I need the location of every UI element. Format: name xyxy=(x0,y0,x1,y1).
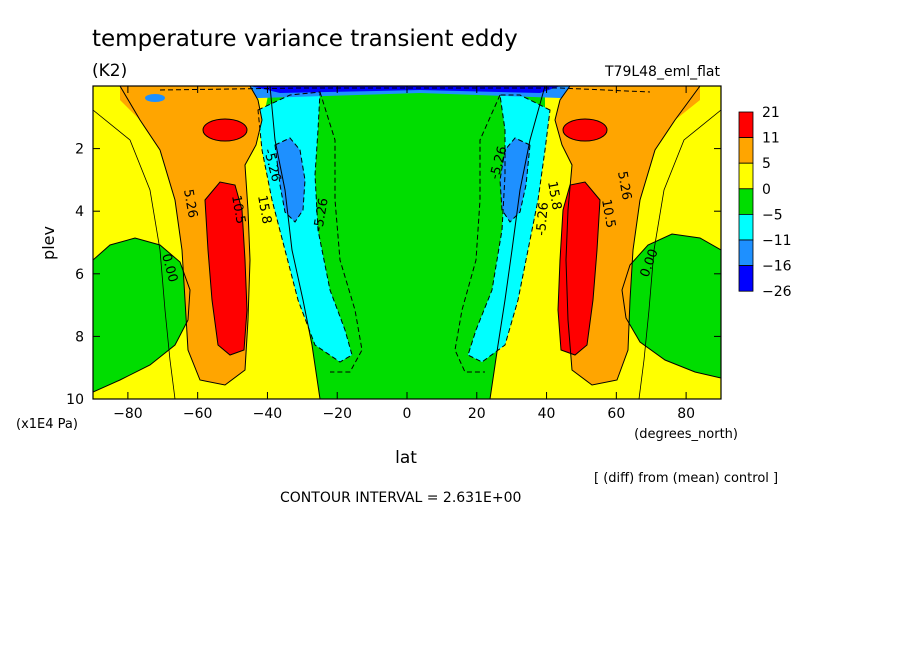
colorbar-swatch xyxy=(738,188,754,215)
contour-label: 15.8 xyxy=(254,194,274,225)
y-tick-label: 2 xyxy=(75,142,84,158)
contour-field: 5.26 10.5 15.8 0.00 -5.26 -5.26 5.26 10.… xyxy=(93,86,721,399)
contour-label: -5.26 xyxy=(311,197,332,233)
y-axis-units: (x1E4 Pa) xyxy=(16,417,78,432)
x-tick-label: −80 xyxy=(113,406,143,422)
y-tick-label: 6 xyxy=(75,267,84,283)
contour-interval: CONTOUR INTERVAL = 2.631E+00 xyxy=(280,490,521,506)
y-tick-label: 4 xyxy=(75,204,84,220)
contour-label: 15.8 xyxy=(544,180,564,211)
x-axis-label: lat xyxy=(395,448,417,468)
contour-label: -5.26 xyxy=(534,202,552,237)
x-tick-label: 0 xyxy=(403,406,412,422)
contour-label: 5.26 xyxy=(180,188,200,219)
chart-units: (K2) xyxy=(92,61,127,81)
contour-label: 5.26 xyxy=(614,170,634,201)
y-tick-label: 10 xyxy=(66,392,84,408)
colorbar-label: 5 xyxy=(762,156,771,172)
colorbar-label: −26 xyxy=(762,284,792,300)
x-tick-label: −20 xyxy=(322,406,352,422)
run-label: T79L48_eml_flat xyxy=(604,64,721,80)
contour-label: 0.00 xyxy=(158,252,180,284)
chart-title: temperature variance transient eddy xyxy=(92,26,518,52)
y-axis: 2 4 6 8 10 xyxy=(66,142,721,408)
contour-label: 10.5 xyxy=(598,198,618,229)
x-tick-label: 20 xyxy=(468,406,486,422)
y-tick-label: 8 xyxy=(75,329,84,345)
x-axis: −80 −60 −40 −20 0 20 40 60 80 xyxy=(113,86,695,422)
x-tick-label: −40 xyxy=(253,406,283,422)
x-tick-label: 40 xyxy=(538,406,556,422)
colorbar-swatch xyxy=(738,137,754,164)
colorbar-swatch xyxy=(738,111,754,139)
colorbar-swatch xyxy=(738,239,754,267)
colorbar-label: −5 xyxy=(762,207,783,223)
colorbar-label: 0 xyxy=(762,182,771,198)
colorbar-label: −16 xyxy=(762,259,792,275)
contour-label: 10.5 xyxy=(228,194,248,225)
colorbar-label: 11 xyxy=(762,131,780,147)
colorbar-swatch xyxy=(738,162,754,190)
colorbar: 21 11 5 0 −5 −11 −16 −26 xyxy=(738,105,792,300)
diff-note: [ (diff) from (mean) control ] xyxy=(594,471,778,486)
colorbar-label: 21 xyxy=(762,105,780,121)
x-tick-label: 80 xyxy=(677,406,695,422)
colorbar-label: −11 xyxy=(762,233,792,249)
x-axis-units: (degrees_north) xyxy=(634,427,738,442)
colorbar-swatch xyxy=(738,265,754,292)
x-tick-label: −60 xyxy=(183,406,213,422)
colorbar-swatch xyxy=(738,213,754,241)
y-axis-label: plev xyxy=(39,226,58,260)
x-tick-label: 60 xyxy=(607,406,625,422)
